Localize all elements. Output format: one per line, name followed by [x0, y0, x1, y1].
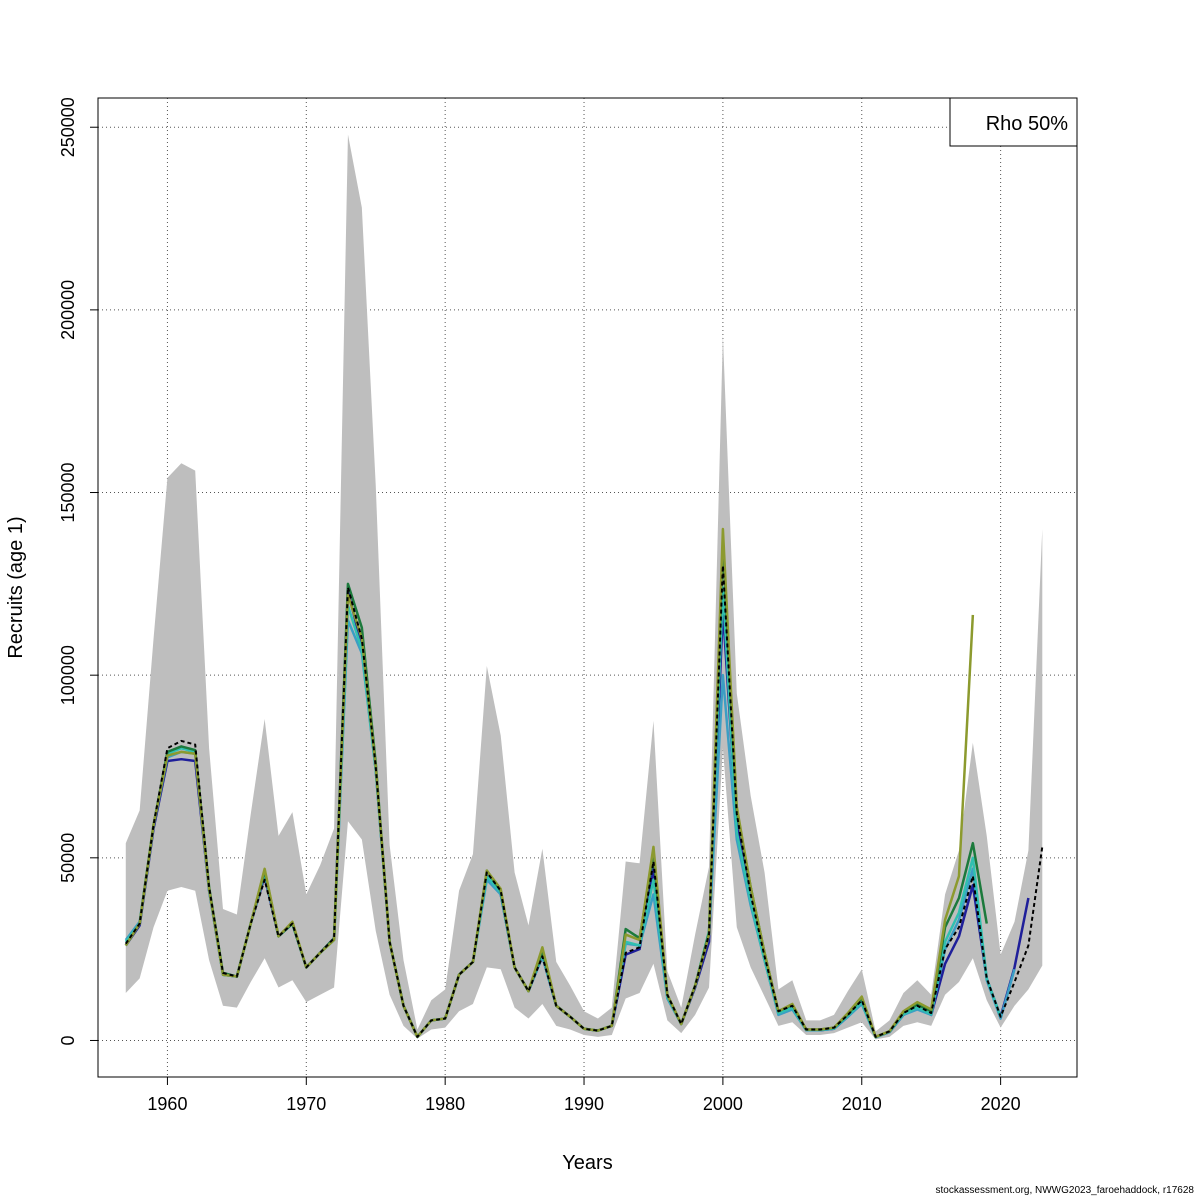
legend-box: [949, 97, 1078, 147]
x-tick-label: 1960: [147, 1094, 187, 1114]
y-tick-label: 150000: [58, 462, 78, 522]
legend: Rho 50%: [949, 97, 1078, 147]
y-tick-label: 100000: [58, 645, 78, 705]
credit-note: stockassessment.org, NWWG2023_faroehaddo…: [935, 1185, 1194, 1196]
y-tick-label: 200000: [58, 280, 78, 340]
y-tick-label: 0: [58, 1035, 78, 1045]
confidence-band-layer: [125, 134, 1043, 1040]
y-tick-label: 50000: [58, 833, 78, 883]
x-axis-title: Years: [562, 1152, 612, 1174]
axes: 1960 1970 1980 1990 2000 2010 2020 0 50000 100000…: [58, 97, 1021, 1114]
x-tick-label: 1970: [286, 1094, 326, 1114]
y-axis-title: Recruits (age 1): [5, 516, 27, 658]
x-tick-label: 1990: [564, 1094, 604, 1114]
x-tick-label: 2010: [842, 1094, 882, 1114]
series-layer: [124, 527, 1044, 1039]
legend-label: Rho 50%: [986, 113, 1068, 135]
x-tick-label: 1980: [425, 1094, 465, 1114]
confidence-band: [125, 134, 1043, 1040]
x-tick-label: 2020: [981, 1094, 1021, 1114]
plot-frame: [97, 97, 1078, 1078]
y-tick-label: 250000: [58, 97, 78, 157]
series-line-peel-5: [124, 527, 975, 1039]
x-tick-label: 2000: [703, 1094, 743, 1114]
series-line-final-assessment-2023-: [124, 564, 1044, 1038]
